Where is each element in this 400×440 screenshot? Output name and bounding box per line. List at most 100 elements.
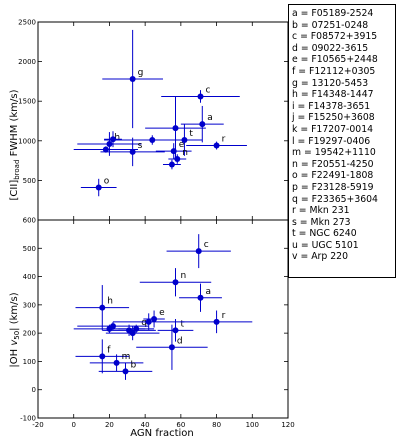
bottom-data-point-e: e	[143, 308, 165, 328]
legend: a = F05189-2524 b = 07251-0248 c = F08572+…	[288, 4, 396, 278]
x-tick-label: 0	[71, 421, 75, 429]
x-tick-label: 100	[246, 421, 259, 429]
data-point-label: h	[107, 297, 113, 307]
top-y-axis-label-main: [CII]	[9, 180, 20, 201]
bottom-y-axis-label: |OH v50| (km/s)	[9, 292, 21, 367]
data-point-label: c	[206, 85, 211, 95]
top-y-tick-label: 500	[23, 177, 36, 185]
bottom-y-tick-label: -100	[20, 415, 36, 423]
x-tick-label: 60	[176, 421, 185, 429]
legend-entry: f = F12112+0305	[292, 65, 376, 77]
data-point-label: b	[131, 360, 137, 370]
bottom-data-point-n: n	[139, 268, 212, 297]
bottom-data-point	[113, 313, 185, 331]
data-marker	[174, 156, 181, 163]
top-data-point	[145, 96, 206, 160]
data-marker	[168, 344, 175, 351]
bottom-y-axis-label-sub: 50	[13, 331, 21, 340]
legend-entry: j = F15250+3608	[292, 112, 375, 124]
legend-entry: o = F22491-1808	[292, 170, 374, 182]
top-axes-frame	[37, 21, 289, 221]
data-marker	[102, 146, 109, 153]
bottom-data-point-a: a	[179, 283, 222, 312]
data-point-label: q	[141, 318, 147, 328]
bottom-y-axis-label-main: |OH	[9, 346, 20, 368]
data-marker	[129, 148, 136, 155]
data-point-label: a	[206, 287, 212, 297]
legend-entry: h = F14348-1447	[292, 89, 374, 101]
top-data-point-n: n	[168, 148, 188, 164]
top-y-axis-label-sub: broad	[13, 160, 21, 180]
bottom-y-tick-label: 600	[23, 217, 36, 225]
data-point-label: e	[159, 308, 165, 318]
data-marker	[106, 325, 113, 332]
data-marker	[195, 248, 202, 255]
top-data-point-g: g	[102, 29, 163, 129]
data-marker	[197, 93, 204, 100]
bottom-data-point	[105, 326, 160, 341]
legend-entry: e = F10565+2448	[292, 54, 378, 66]
bottom-y-tick-label: 0	[32, 386, 36, 394]
data-marker	[110, 136, 116, 143]
data-marker	[95, 184, 102, 191]
data-marker	[199, 121, 206, 128]
top-data-point-o: o	[80, 177, 117, 197]
top-y-axis-label-rest: FWHM (km/s)	[9, 89, 20, 159]
data-point-label: t	[189, 129, 193, 139]
bottom-y-axis-label-rest: | (km/s)	[9, 292, 20, 331]
bottom-data-point-c: c	[166, 234, 231, 269]
legend-entry: q = F23365+3604	[292, 193, 378, 205]
legend-entry: m = 19542+1110	[292, 147, 376, 159]
data-point-label: a	[207, 113, 213, 123]
data-marker	[99, 304, 106, 311]
bottom-data-point-r: r	[180, 310, 253, 334]
data-point-label: r	[222, 311, 226, 321]
bottom-panel: -20 0 20 40 60 80 100 120 -100 0 100 200 300 400 500 60…	[20, 217, 295, 430]
data-point-label: n	[181, 271, 187, 281]
top-data-point	[73, 146, 138, 153]
x-tick-label: 120	[281, 421, 294, 429]
top-data-point	[163, 159, 181, 170]
bottom-data-point-m: m	[89, 352, 144, 372]
data-marker	[145, 318, 152, 325]
top-data-point-a: a	[180, 105, 224, 143]
legend-entry: t = NGC 6240	[292, 228, 357, 240]
legend-entry: u = UGC 5101	[292, 239, 359, 251]
bottom-data-point-t: t	[157, 319, 194, 342]
legend-entry: n = F20551-4250	[292, 158, 374, 170]
data-point-label: d	[177, 336, 183, 346]
bottom-data-point-f: f	[75, 339, 130, 374]
top-data-point	[104, 135, 201, 145]
bottom-y-tick-label: 400	[23, 273, 36, 281]
legend-entry: g = 13120-5453	[292, 77, 369, 89]
bottom-data-point-h: h	[75, 285, 130, 331]
data-point-label: s	[138, 141, 143, 151]
legend-entry: l = F19297-0406	[292, 135, 371, 147]
top-y-axis-label: [CII]broad FWHM (km/s)	[9, 89, 21, 200]
bottom-data-point-d: d	[136, 324, 208, 370]
data-point-label: o	[104, 177, 110, 187]
data-point-label: c	[204, 240, 209, 250]
legend-entry: p = F23128-5919	[292, 181, 374, 193]
legend-entry: b = 07251-0248	[292, 19, 369, 31]
bottom-y-tick-label: 200	[23, 330, 36, 338]
legend-entry: a = F05189-2524	[292, 8, 374, 19]
data-point-label: g	[138, 68, 144, 78]
data-marker	[197, 294, 204, 301]
bottom-y-tick-label: 100	[23, 358, 36, 366]
top-y-tick-label: 2000	[18, 58, 36, 66]
legend-entry: s = Mkn 273	[292, 216, 351, 228]
bottom-y-tick-label: 500	[23, 245, 36, 253]
x-axis-label: AGN fraction	[130, 428, 194, 439]
data-marker	[172, 125, 179, 132]
data-marker	[213, 142, 220, 149]
top-data-point-r: r	[186, 135, 247, 150]
data-marker	[129, 330, 136, 337]
data-point-label: n	[182, 148, 188, 158]
x-tick-label: 40	[141, 421, 150, 429]
data-marker	[106, 140, 113, 147]
x-tick-label: 80	[212, 421, 221, 429]
data-point-label: r	[222, 135, 226, 145]
data-marker	[172, 327, 179, 334]
